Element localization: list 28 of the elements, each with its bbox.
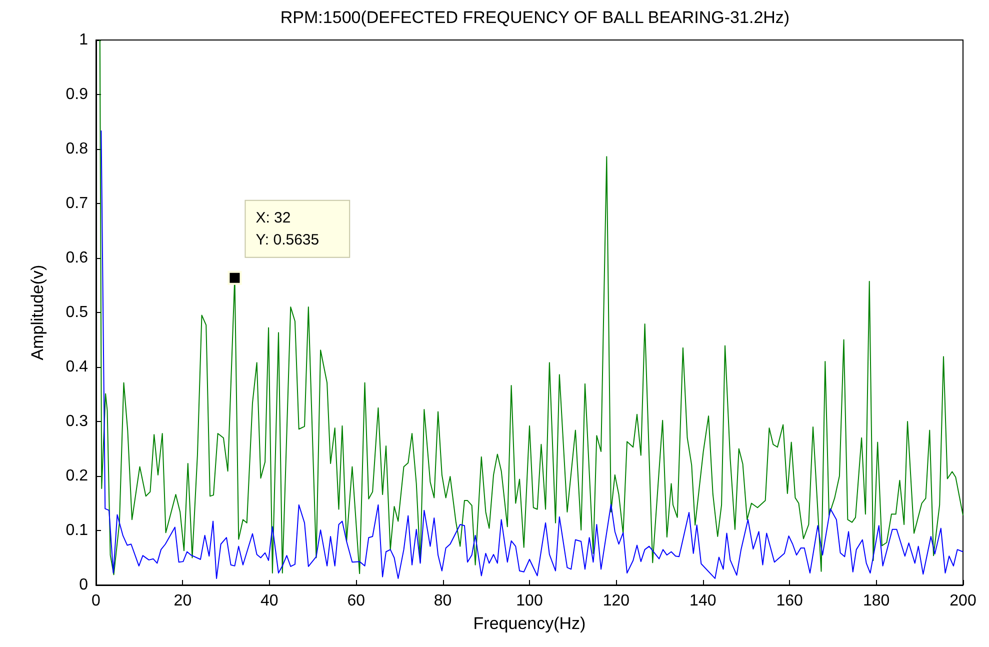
y-tick-label: 1 <box>79 32 88 48</box>
y-tick-label: 0.6 <box>66 250 88 266</box>
y-tick-label: 0.1 <box>66 522 88 539</box>
x-tick-label: 120 <box>602 592 630 610</box>
line-series <box>99 40 964 576</box>
y-axis-title: Amplitude(v) <box>28 264 47 360</box>
line-series <box>100 130 964 579</box>
x-tick-label: 180 <box>862 592 890 610</box>
x-tick-label: 20 <box>174 592 192 610</box>
x-tick-label: 160 <box>776 592 804 610</box>
x-tick-label: 60 <box>347 592 366 610</box>
y-tick-label: 0.3 <box>66 413 88 430</box>
x-tick-label: 140 <box>690 592 716 610</box>
y-tick-label: 0.4 <box>66 358 88 376</box>
x-tick-label: 100 <box>516 592 543 610</box>
chart-title: RPM:1500(DEFECTED FREQUENCY OF BALL BEARING-31.2Hz) <box>280 8 790 27</box>
y-tick-label: 0.8 <box>66 140 88 158</box>
y-tick-label: 0.2 <box>66 468 88 484</box>
y-tick-label: 0 <box>79 576 88 594</box>
x-tick-label: 80 <box>434 592 452 610</box>
y-tick-label: 0.5 <box>66 304 88 321</box>
x-tick-label: 0 <box>92 592 101 610</box>
y-tick-label: 0.9 <box>66 86 88 103</box>
annotation: X: 32 Y: 0.5635 <box>256 209 320 248</box>
y-tick-label: 0.7 <box>66 195 88 212</box>
x-tick-label: 200 <box>950 592 976 610</box>
x-axis-title: Frequency(Hz) <box>473 614 586 633</box>
x-tick-label: 40 <box>260 592 278 610</box>
